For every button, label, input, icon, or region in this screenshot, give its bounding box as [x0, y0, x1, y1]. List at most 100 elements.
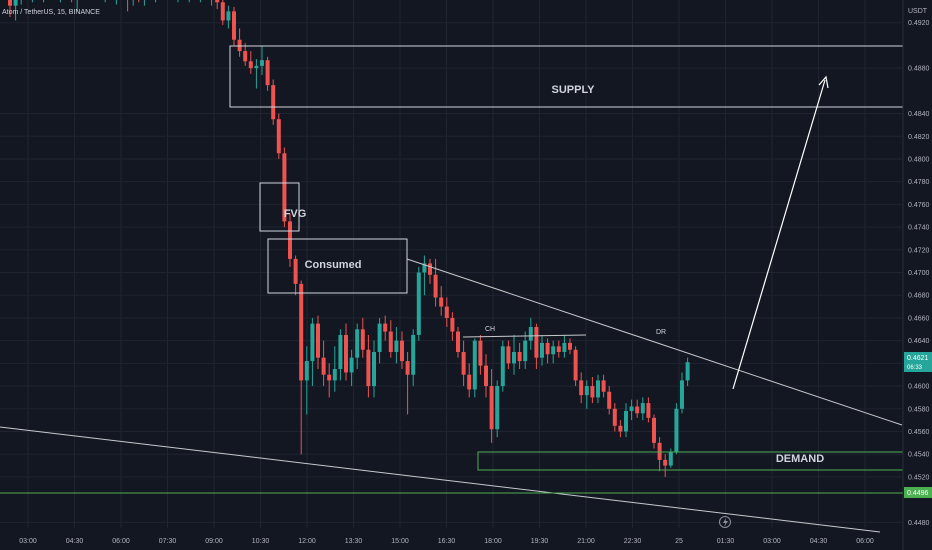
candle — [433, 258, 438, 307]
candle-series — [8, 0, 690, 477]
candle — [584, 380, 589, 409]
time-tick-label: 01:30 — [717, 538, 735, 545]
candle-body — [540, 342, 544, 358]
candle-body — [674, 408, 679, 452]
candle-body — [478, 340, 483, 366]
candle — [265, 56, 270, 91]
candle — [512, 334, 516, 375]
candle — [115, 0, 117, 5]
candle — [400, 331, 404, 370]
candle-body — [271, 85, 276, 120]
candle-body — [500, 346, 505, 387]
candle — [13, 0, 18, 21]
price-tick-label: 0.4800 — [908, 156, 930, 163]
candle-body — [299, 283, 304, 381]
candle-body — [601, 380, 606, 392]
candle-body — [534, 327, 539, 358]
candle-body — [596, 380, 600, 398]
time-tick-label: 21:00 — [577, 538, 595, 545]
candle-body — [416, 272, 421, 335]
price-tick-label: 0.4480 — [908, 520, 930, 527]
candle — [652, 414, 656, 449]
candle — [545, 338, 550, 364]
time-tick-label: 06:00 — [112, 538, 130, 545]
candle — [321, 340, 326, 387]
price-tick-label: 0.4660 — [908, 315, 930, 322]
candle — [624, 403, 628, 438]
candle — [601, 374, 606, 398]
candle — [405, 352, 410, 415]
level-price-tag: 0.4496 — [904, 487, 932, 498]
candle-body — [568, 342, 572, 350]
lightning-icon[interactable] — [719, 516, 731, 528]
candle — [568, 338, 572, 355]
choch-line — [462, 334, 587, 338]
time-axis[interactable]: 03:00 04:30 06:00 07:30 09:00 10:30 12:00 13:30… — [19, 538, 874, 545]
candle-body — [400, 340, 404, 362]
candle — [562, 334, 567, 358]
candle — [232, 6, 236, 46]
price-tick-label: 0.4820 — [908, 134, 930, 141]
price-tick-label: 0.4680 — [908, 293, 930, 300]
demand-label: DEMAND — [776, 453, 824, 465]
candle — [360, 317, 365, 358]
price-tick-label: 0.4760 — [908, 202, 930, 209]
candle — [461, 340, 466, 387]
candle-body — [657, 442, 662, 460]
price-tick-label: 0.4640 — [908, 338, 930, 345]
candle-body — [360, 329, 365, 350]
candle-body — [461, 352, 466, 375]
candle-body — [321, 357, 326, 375]
time-tick-label: 22:30 — [624, 538, 642, 545]
time-tick-label: 19:30 — [531, 538, 549, 545]
candle — [127, 0, 129, 12]
candle-body — [573, 349, 578, 381]
time-tick-label: 07:30 — [159, 538, 177, 545]
candle — [377, 317, 382, 364]
candle — [618, 420, 623, 438]
candle — [338, 329, 343, 381]
ch-label: CH — [485, 326, 495, 333]
last-price-value: 0.4621 — [907, 355, 929, 362]
candle-body — [332, 369, 337, 381]
candle-body — [663, 459, 668, 466]
candle-body — [467, 374, 472, 390]
candle-body — [344, 334, 348, 373]
candle-body — [489, 386, 494, 430]
candle-body — [428, 263, 432, 275]
price-tick-label: 0.4700 — [908, 270, 930, 277]
candle — [372, 340, 376, 398]
candle — [282, 147, 287, 228]
candle-body — [310, 323, 315, 362]
candle — [663, 454, 668, 477]
candle — [484, 354, 488, 398]
candle-body — [579, 380, 584, 396]
candle-body — [506, 346, 511, 364]
candle-body — [237, 39, 242, 52]
fvg-label: FVG — [284, 208, 307, 220]
candle-body — [624, 411, 628, 432]
candle — [76, 0, 78, 12]
candle-body — [562, 342, 567, 352]
candle — [635, 399, 640, 418]
candle-body — [456, 331, 460, 352]
candle-body — [668, 451, 673, 466]
candle — [517, 342, 522, 370]
candle — [640, 397, 645, 421]
candle — [534, 323, 539, 370]
price-axis[interactable]: 0.4920 0.4880 0.4840 0.4820 0.4800 0.4780 0.47… — [908, 20, 930, 527]
candle — [495, 380, 500, 438]
candle-body — [545, 342, 550, 355]
candle-countdown: 06:33 — [907, 365, 923, 371]
candle — [422, 255, 427, 296]
price-axis-bg — [903, 0, 932, 550]
consumed-label: Consumed — [305, 259, 362, 271]
candle-body — [282, 153, 287, 222]
candle-body — [327, 374, 332, 381]
price-tick-label: 0.4520 — [908, 474, 930, 481]
candle-body — [338, 334, 343, 370]
candle — [271, 79, 276, 125]
candle-body — [551, 346, 556, 355]
